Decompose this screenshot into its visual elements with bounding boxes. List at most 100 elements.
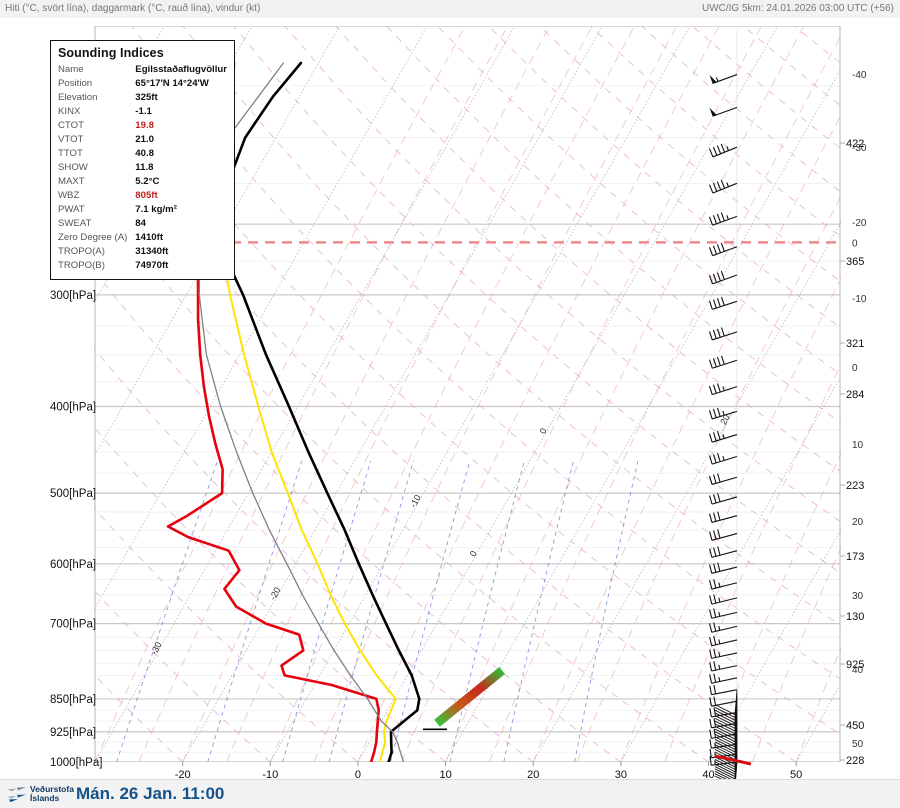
right-isotherm-label: -40 [852, 70, 867, 81]
isotherm-line [445, 67, 841, 762]
isotherm-inline-label: 20 [718, 413, 732, 427]
indices-row-label: TROPO(B) [58, 260, 105, 271]
dry-adiabat-line [0, 26, 7, 762]
shear-indicator-bar [434, 667, 505, 727]
right-isotherm-label: -30 [852, 143, 867, 154]
mixing-ratio-line [574, 460, 639, 762]
wind-barb [708, 473, 738, 485]
moist-adiabat-line [620, 277, 841, 762]
indices-row-label: TTOT [58, 148, 83, 159]
wind-barb [708, 383, 738, 396]
indices-row-value: 65°17'N 14°24'W [135, 78, 209, 89]
indices-row-value: 84 [135, 218, 146, 229]
series-parcel-line [198, 62, 405, 762]
right-isotherm-label: 50 [852, 739, 864, 750]
header-caption-left: Hiti (°C, svört lína), daggarmark (°C, r… [5, 3, 261, 14]
footer-datetime: Mán. 26 Jan. 11:00 [76, 784, 225, 803]
pressure-axis-label: 850[hPa] [50, 694, 96, 706]
wind-barb [709, 635, 738, 647]
indices-row-label: Position [58, 78, 93, 89]
skewt-svg: 250[hPa]300[hPa]400[hPa]500[hPa]600[hPa]… [0, 26, 867, 780]
indices-row: MAXT 5.2°C [58, 175, 227, 189]
wind-barb [709, 74, 738, 84]
wind-barb [708, 143, 738, 158]
wind-barb [709, 106, 738, 117]
indices-row-label: PWAT [58, 204, 85, 215]
indices-row-value: -1.1 [135, 106, 152, 117]
moist-adiabat-line [488, 34, 841, 762]
wind-barb [709, 579, 738, 590]
isotherm-inline-label: -30 [149, 640, 164, 656]
indices-row-value: Egilsstaðaflugvöllur [135, 64, 227, 75]
wind-barb [708, 452, 738, 465]
temperature-axis-label: -20 [175, 769, 191, 780]
indices-row: CTOT 19.8 [58, 119, 227, 133]
indices-row-value: 31340ft [135, 246, 169, 257]
dry-adiabat-line [94, 270, 622, 762]
indices-row-value: 74970ft [135, 260, 169, 271]
sounding-indices-title: Sounding Indices [58, 46, 164, 60]
isotherm-line [532, 221, 841, 762]
temperature-axis-label: -10 [262, 769, 278, 780]
wind-barb [708, 430, 738, 443]
right-height-label: 365 [846, 256, 864, 268]
indices-row-label: Zero Degree (A) [58, 232, 128, 243]
temperature-axis-label: 0 [355, 769, 361, 780]
wind-barb-layer [708, 30, 752, 780]
wind-barb [709, 622, 738, 633]
temperature-axis-label: 30 [615, 769, 627, 780]
header-caption-right: UWC/IG 5km: 24.01.2026 03:00 UTC (+56) [701, 3, 894, 14]
pressure-axis-label: 1000[hPa] [50, 757, 102, 769]
pressure-axis-label: 300[hPa] [50, 290, 96, 302]
isotherm-inline-label: -20 [268, 586, 283, 602]
right-isotherm-label: 0 [852, 363, 858, 374]
series-dewpoint-line [166, 61, 380, 762]
indices-row-value: 7.1 kg/m² [135, 204, 177, 215]
right-height-label: 228 [846, 755, 864, 767]
wind-barb [709, 673, 738, 684]
dry-adiabat-line [94, 193, 709, 762]
temperature-axis-label: 10 [439, 769, 451, 780]
pressure-axis-label: 400[hPa] [50, 402, 96, 414]
wind-barb [709, 648, 738, 659]
pressure-axis-label: 600[hPa] [50, 559, 96, 571]
wind-barb [708, 296, 738, 310]
indices-row-label: KINX [58, 106, 81, 117]
moist-adiabat-line [445, 26, 805, 762]
indices-row-label: SHOW [58, 162, 88, 173]
isotherm-line [182, 26, 603, 762]
indices-row: TTOT 40.8 [58, 147, 227, 161]
dry-adiabat-line [488, 26, 841, 329]
wind-barb [708, 407, 738, 420]
indices-row-label: Elevation [58, 92, 98, 103]
dry-adiabat-line [131, 26, 841, 681]
right-height-label: 925 [846, 659, 864, 671]
sounding-indices-panel: Sounding Indices Name Egilsstaðaflugvöllu… [50, 40, 235, 280]
moist-adiabat-line [751, 546, 841, 762]
moist-adiabat-line [795, 646, 841, 762]
indices-row-value: 325ft [135, 92, 158, 103]
indices-row: Name Egilsstaðaflugvöllur [58, 63, 227, 77]
right-height-label: 321 [846, 338, 864, 350]
wind-barb [708, 492, 738, 505]
moist-adiabat-line [313, 26, 678, 762]
indices-row: SWEAT 84 [58, 217, 227, 231]
wind-barb [708, 355, 738, 369]
indices-row-value: 40.8 [135, 148, 154, 159]
moist-adiabat-line [226, 26, 593, 762]
moist-adiabat-line [401, 26, 762, 762]
indices-row-label: SWEAT [58, 218, 92, 229]
vedurstofa-logo-icon [7, 787, 27, 803]
isotherm-line [269, 26, 691, 762]
isotherm-inline-label: 0 [538, 426, 549, 435]
isotherm-inline-label: -10 [408, 493, 423, 509]
indices-row-value: 19.8 [135, 120, 154, 131]
moist-adiabat-line [94, 26, 466, 762]
right-isotherm-label: 20 [852, 517, 864, 528]
dry-adiabat-line [94, 507, 359, 762]
right-height-label: 422 [846, 138, 864, 150]
right-isotherm-label: -20 [852, 218, 867, 229]
indices-row: SHOW 11.8 [58, 161, 227, 175]
indices-row-value: 805ft [135, 190, 158, 201]
